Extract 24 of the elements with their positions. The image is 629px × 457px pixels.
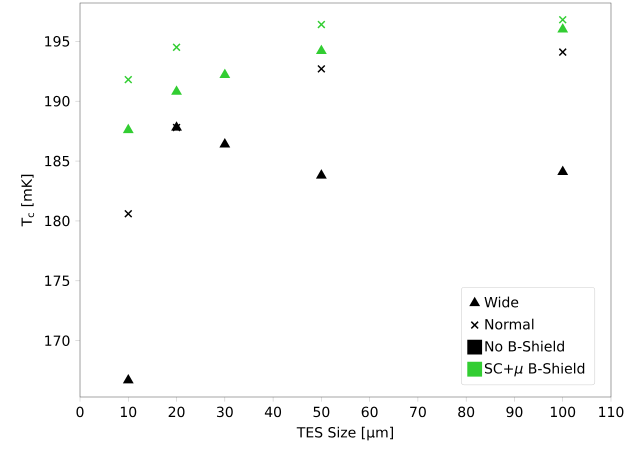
x-tick-label: 90 [506,406,522,418]
x-tick-label: 50 [314,406,330,418]
x-axis-title: TES Size [μm] [296,426,393,440]
y-tick-label: 175 [45,276,70,286]
x-tick-label: 80 [458,406,474,418]
x-tick-label: 100 [550,406,576,418]
x-tick-label: 110 [599,406,624,418]
x-tick-label: 0 [76,406,84,418]
y-tick-label: 190 [45,96,70,106]
legend-label: Wide [484,296,518,308]
x-tick-label: 40 [264,406,282,418]
legend-label: Normal [485,318,534,330]
x-tick-label: 60 [362,406,378,418]
y-tick-label: 170 [45,335,70,346]
x-tick-label: 10 [120,406,136,418]
x-tick-label: 30 [216,406,233,418]
y-axis-title: T$_{c}$ [mK] [21,174,34,226]
x-tick-label: 70 [410,406,426,418]
y-tick-label: 185 [45,156,70,166]
legend-label: SC+μ B-Shield [484,362,584,376]
x-tick-label: 20 [168,406,185,418]
y-tick-label: 180 [45,216,70,226]
legend-label: No B-Shield [485,340,564,352]
y-tick-label: 195 [45,36,70,47]
